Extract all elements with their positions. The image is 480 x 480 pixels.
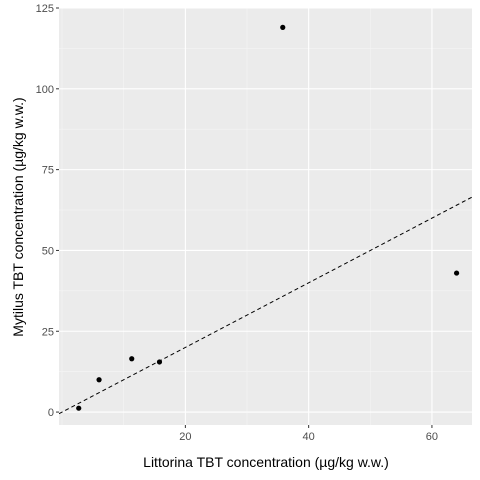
reference-line-layer (59, 196, 472, 415)
reference-line (59, 196, 472, 415)
x-tick-label: 60 (426, 431, 438, 443)
y-tick-label: 125 (36, 3, 54, 15)
grid-lines (59, 7, 472, 425)
data-points (76, 24, 460, 411)
y-tick-label: 75 (42, 165, 54, 177)
data-point (96, 377, 102, 383)
x-tick-label: 40 (303, 431, 315, 443)
data-point (156, 359, 163, 365)
x-axis-title: Littorina TBT concentration (µg/kg w.w.) (143, 454, 389, 470)
y-tick-label: 100 (36, 84, 54, 96)
y-tick-label: 0 (48, 407, 54, 419)
data-point (129, 356, 135, 362)
plot-panel (59, 8, 472, 425)
axis-ticks: 20 40 60 0 25 50 75 100 125 (36, 3, 438, 443)
y-tick-label: 25 (42, 326, 54, 338)
data-point (453, 270, 460, 276)
data-point (280, 24, 286, 30)
x-tick-label: 20 (179, 431, 191, 443)
panel-background (59, 8, 472, 425)
data-point (76, 405, 82, 411)
y-axis-title: Mytilus TBT concentration (µg/kg w.w.) (10, 97, 26, 336)
y-tick-label: 50 (42, 245, 54, 257)
